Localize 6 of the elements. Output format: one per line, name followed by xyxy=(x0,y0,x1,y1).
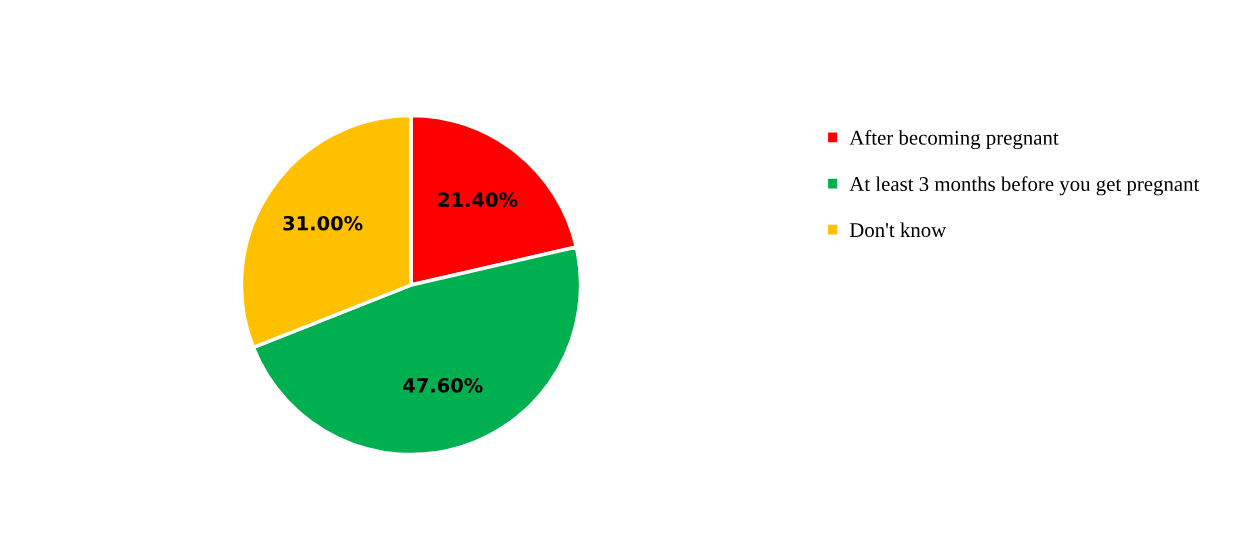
legend-label: After becoming pregnant xyxy=(849,129,1059,150)
data-label: 31.00% xyxy=(283,215,363,231)
data-label: 21.40% xyxy=(438,192,518,208)
legend-label: Don't know xyxy=(849,222,947,238)
legend-label: At least 3 months before you get pregnant xyxy=(849,176,1200,196)
data-label: 47.60% xyxy=(403,377,483,393)
